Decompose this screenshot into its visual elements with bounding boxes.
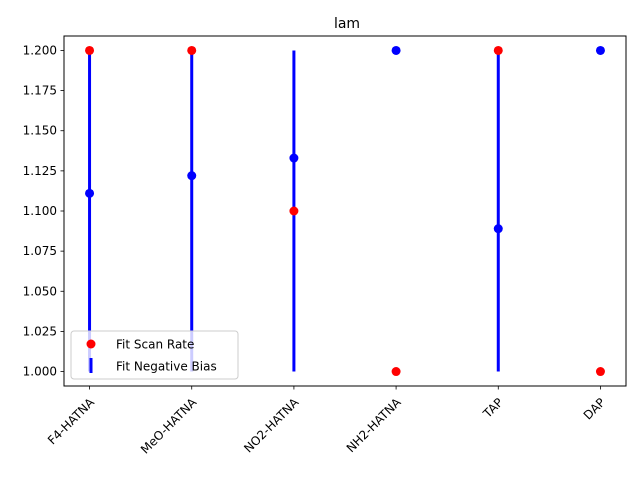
legend-label-fit-scan-rate: Fit Scan Rate	[116, 338, 194, 352]
point-fit-scan-rate	[595, 367, 605, 377]
point-fit-negative-bias	[289, 153, 299, 163]
x-tick-label: NO2-HATNA	[241, 395, 302, 456]
y-axis: 1.000 1.025 1.050 1.075 1.100 1.125 1.150 1.175…	[23, 43, 64, 379]
x-tick-label: NH2-HATNA	[344, 395, 405, 456]
x-tick-label: TAP	[480, 395, 506, 421]
x-tick-label: MeO-HATNA	[138, 395, 200, 457]
point-fit-scan-rate	[187, 45, 197, 55]
legend: Fit Scan Rate Fit Negative Bias	[70, 330, 239, 380]
chart-title: lam	[334, 16, 360, 32]
x-tick-label: DAP	[581, 395, 608, 422]
point-fit-negative-bias	[85, 188, 95, 198]
y-tick-label: 1.050	[23, 284, 57, 298]
x-tick-label: F4-HATNA	[45, 395, 98, 448]
legend-marker-fit-scan-rate	[86, 339, 96, 349]
point-fit-negative-bias	[493, 224, 503, 234]
y-tick-label: 1.025	[23, 324, 57, 338]
y-tick-label: 1.200	[23, 43, 57, 57]
x-axis: F4-HATNA MeO-HATNA NO2-HATNA NH2-HATNA TAP DA…	[45, 386, 608, 457]
point-fit-scan-rate	[289, 206, 299, 216]
y-tick-label: 1.125	[23, 164, 57, 178]
y-tick-label: 1.100	[23, 204, 57, 218]
y-tick-label: 1.175	[23, 84, 57, 98]
point-fit-scan-rate	[391, 367, 401, 377]
plot-frame	[63, 35, 627, 387]
data-points	[85, 45, 605, 377]
point-fit-scan-rate	[85, 45, 95, 55]
legend-box	[70, 330, 239, 380]
y-tick-label: 1.150	[23, 124, 57, 138]
point-fit-negative-bias	[595, 45, 605, 55]
point-fit-negative-bias	[187, 171, 197, 181]
y-tick-label: 1.075	[23, 244, 57, 258]
legend-label-fit-negative-bias: Fit Negative Bias	[116, 360, 217, 374]
point-fit-negative-bias	[391, 45, 401, 55]
y-tick-label: 1.000	[23, 365, 57, 379]
point-fit-scan-rate	[493, 45, 503, 55]
